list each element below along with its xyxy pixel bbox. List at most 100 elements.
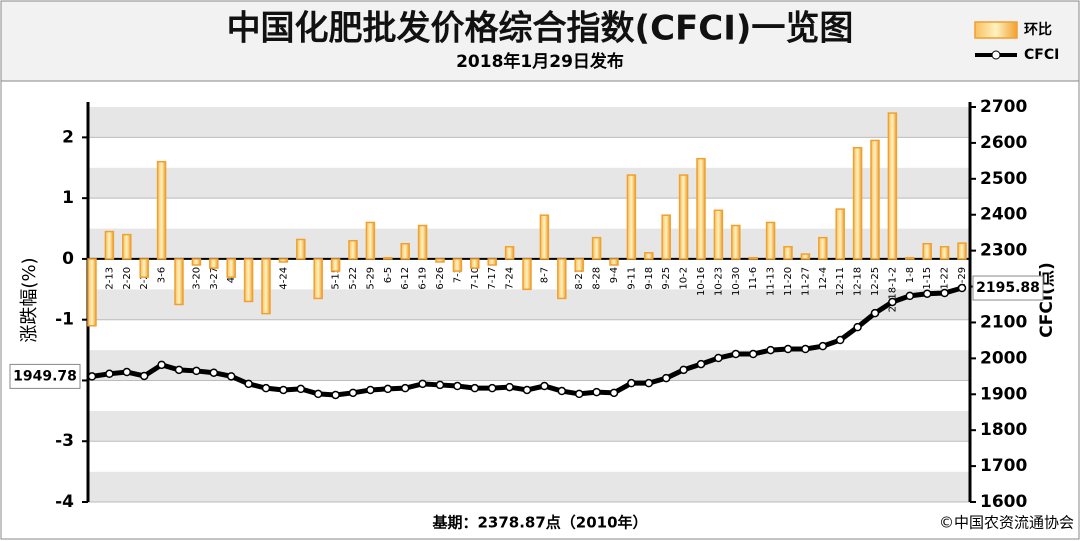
- x-tick-label: 7-24: [505, 267, 516, 290]
- bar: [522, 258, 532, 291]
- cfci-marker: [627, 378, 636, 388]
- x-tick-label: 2018-1-2: [887, 267, 898, 312]
- bar: [800, 253, 811, 260]
- cfci-marker: [331, 390, 340, 400]
- legend-marker: [991, 50, 1001, 60]
- x-tick-label: 11-20: [783, 267, 794, 296]
- bar: [487, 258, 497, 266]
- y-tick-label: 0: [62, 249, 74, 269]
- x-tick-label: 2-13: [104, 267, 115, 290]
- y2-tick-label: 1700: [980, 456, 1027, 476]
- cfci-marker: [783, 344, 793, 354]
- chart-subtitle: 2018年1月29日发布: [456, 51, 624, 72]
- band: [88, 411, 970, 442]
- x-tick-label: 8-28: [592, 267, 603, 290]
- y-tick-label: -3: [55, 431, 74, 451]
- bar: [209, 258, 219, 269]
- bar: [243, 258, 254, 303]
- y2-tick-label: 1600: [980, 492, 1027, 512]
- cfci-marker: [731, 349, 741, 359]
- bar: [365, 221, 376, 260]
- bar: [783, 246, 793, 260]
- y2-tick-label: 1800: [980, 420, 1027, 440]
- x-tick-label: 5-22: [348, 267, 359, 290]
- y-tick-label: 2: [62, 127, 74, 147]
- cfci-marker: [418, 379, 427, 389]
- bar: [191, 258, 202, 266]
- bar: [313, 258, 323, 300]
- cfci-marker: [296, 384, 306, 394]
- x-tick-label: 6-5: [383, 267, 394, 283]
- x-tick-label: 9-4: [609, 267, 620, 283]
- x-tick-label: 12-18: [853, 267, 864, 296]
- y2-tick-label: 2000: [980, 348, 1027, 368]
- x-tick-label: 11-27: [800, 267, 811, 296]
- cfci-marker: [505, 382, 514, 392]
- bar: [870, 139, 880, 260]
- cfci-marker: [157, 360, 166, 370]
- bar: [348, 239, 358, 260]
- y-axis-label: 涨跌幅(%): [19, 257, 40, 342]
- x-tick-label: 2-27: [139, 267, 150, 290]
- cfci-marker: [313, 389, 323, 399]
- cfci-marker: [122, 367, 132, 377]
- cfci-marker: [905, 291, 915, 301]
- bar: [644, 252, 654, 260]
- cfci-marker: [922, 289, 932, 298]
- bar: [122, 233, 132, 260]
- x-tick-label: 7-17: [487, 267, 498, 290]
- value-label: 1949.78: [13, 368, 77, 384]
- bar: [748, 256, 758, 260]
- cfci-marker: [870, 308, 880, 318]
- x-tick-label: 10-30: [731, 267, 742, 296]
- x-tick-label: 1-15: [922, 267, 933, 290]
- legend-swatch: [974, 21, 1018, 39]
- x-tick-label: 3-20: [191, 267, 202, 290]
- cfci-marker: [661, 373, 671, 383]
- band: [88, 289, 970, 320]
- cfci-marker: [766, 345, 775, 355]
- cfci-marker: [383, 384, 393, 394]
- bar: [226, 258, 236, 278]
- cfci-marker: [435, 380, 445, 390]
- x-tick-label: 7-3: [452, 267, 463, 283]
- bar: [922, 242, 932, 260]
- bar: [87, 258, 97, 327]
- x-tick-label: 3-27: [209, 267, 220, 290]
- cfci-marker: [279, 385, 288, 395]
- x-tick-label: 4-24: [278, 267, 289, 290]
- bar: [470, 258, 480, 269]
- y2-tick-label: 2600: [980, 133, 1027, 153]
- cfci-marker: [453, 381, 462, 391]
- cfci-marker: [853, 322, 862, 332]
- y-tick-label: -1: [55, 310, 74, 330]
- y2-tick-label: 1900: [980, 384, 1027, 404]
- cfci-marker: [174, 365, 184, 375]
- cfci-marker: [139, 371, 149, 381]
- x-tick-label: 11-6: [748, 267, 759, 290]
- cfci-marker: [748, 349, 758, 359]
- cfci-marker: [487, 383, 497, 393]
- bar: [504, 246, 515, 260]
- x-tick-label: 10-23: [713, 267, 724, 296]
- y2-tick-label: 2700: [980, 97, 1027, 117]
- x-tick-label: 9-18: [644, 267, 655, 290]
- x-tick-label: 8-7: [539, 267, 550, 283]
- x-tick-label: 8-21: [574, 267, 585, 290]
- bar: [557, 258, 567, 300]
- bar: [939, 246, 950, 260]
- bar: [731, 224, 741, 260]
- legend-label: CFCI: [1024, 47, 1059, 63]
- bar: [296, 238, 306, 260]
- x-tick-label: 12-25: [870, 267, 881, 296]
- cfci-marker: [679, 365, 688, 375]
- bar: [609, 258, 619, 266]
- x-tick-label: 10-2: [679, 267, 690, 290]
- cfci-marker: [940, 288, 949, 298]
- value-label-box: [972, 275, 1044, 301]
- cfci-marker: [87, 372, 97, 381]
- bar: [383, 256, 393, 260]
- x-tick-label: 5-29: [365, 267, 376, 290]
- x-tick-label: 6-12: [400, 267, 411, 290]
